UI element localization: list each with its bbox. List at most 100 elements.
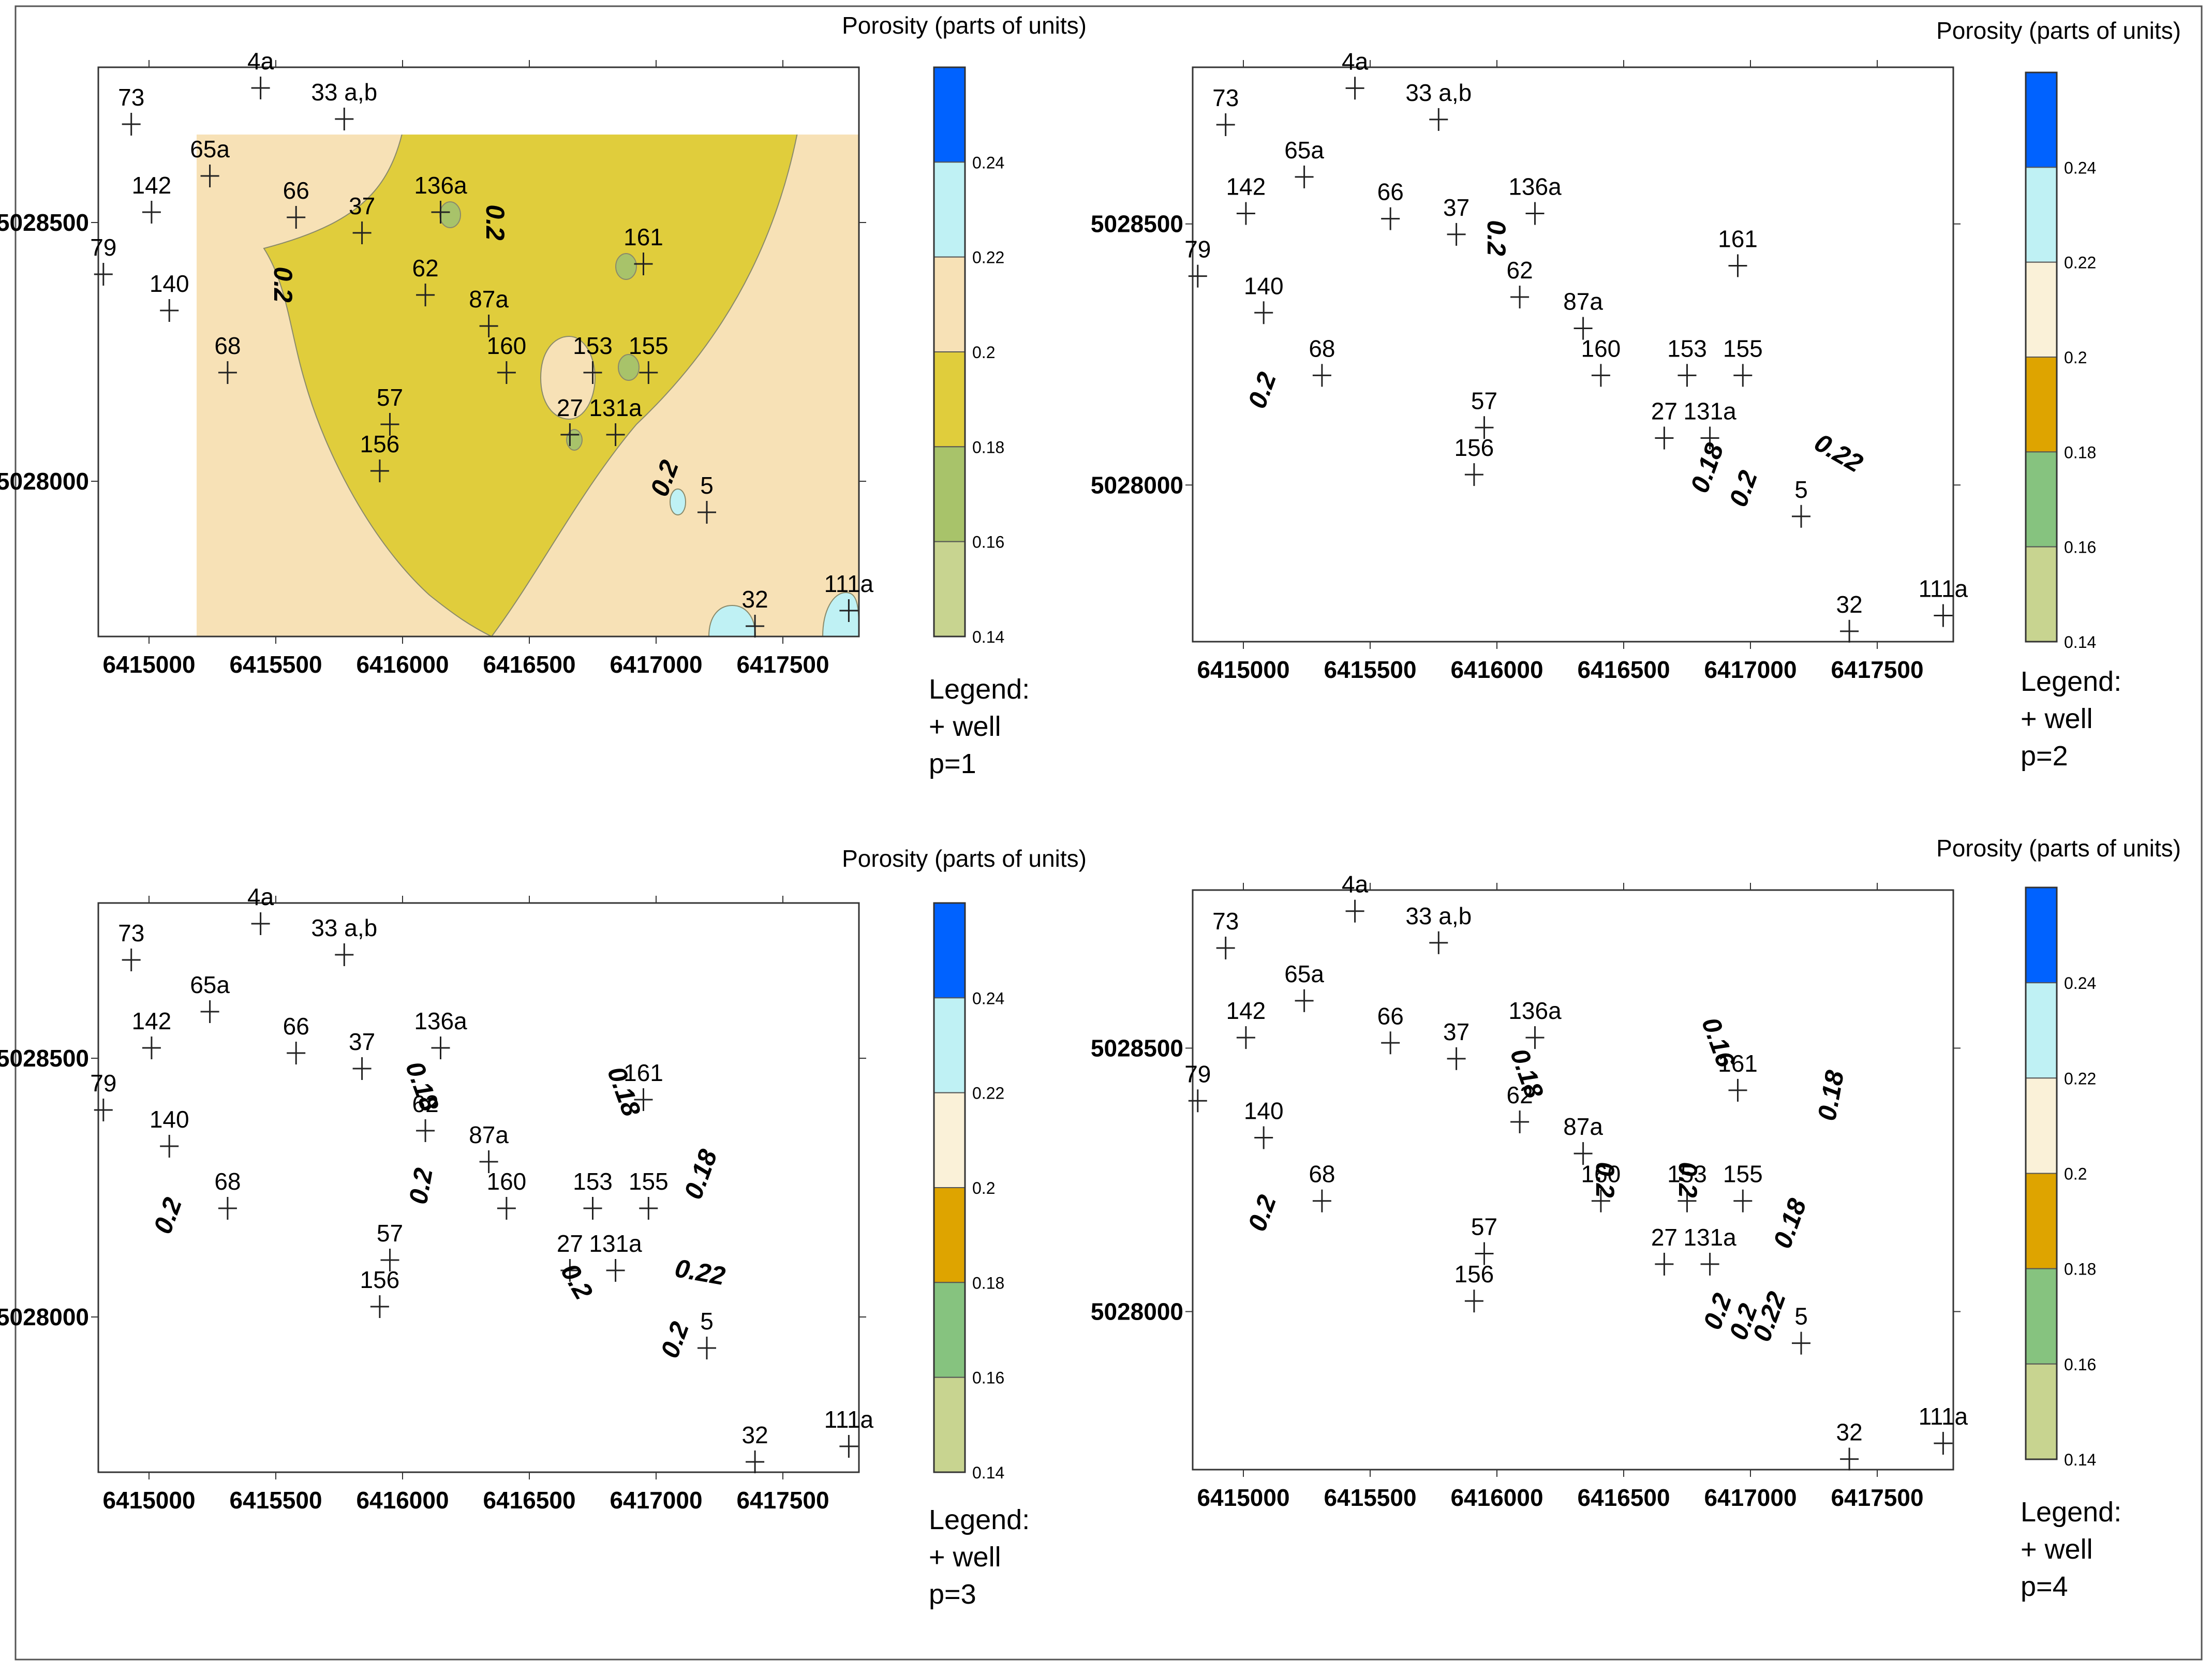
well-marker: 68 bbox=[214, 1168, 241, 1220]
well-marker: 33 a,b bbox=[311, 79, 377, 130]
well-marker: 161 bbox=[623, 224, 663, 275]
well-label: 73 bbox=[118, 920, 144, 946]
well-label: 33 a,b bbox=[1405, 79, 1472, 106]
well-marker: 79 bbox=[90, 1070, 116, 1121]
well-label: 68 bbox=[1309, 1161, 1335, 1188]
well-label: 87a bbox=[469, 286, 509, 313]
well-label: 155 bbox=[1723, 335, 1763, 362]
colorbar-frame bbox=[2025, 71, 2058, 643]
well-label: 87a bbox=[1563, 1113, 1603, 1140]
well-marker: 62 bbox=[412, 1090, 439, 1142]
colorbar-tick-label: 0.14 bbox=[972, 628, 1004, 646]
y-tick-label: 5028500 bbox=[0, 209, 89, 236]
well-marker: 73 bbox=[1212, 84, 1239, 136]
well-label: 142 bbox=[132, 172, 172, 199]
well-marker: 4a bbox=[1342, 48, 1369, 100]
well-label: 32 bbox=[742, 586, 768, 613]
contour-value-label: 0.2 bbox=[269, 267, 298, 303]
panel-p-label: p=1 bbox=[929, 748, 976, 779]
well-marker: 66 bbox=[283, 177, 309, 229]
colorbar-swatch bbox=[933, 902, 966, 999]
colorbar-tick-label: 0.16 bbox=[2064, 1355, 2096, 1374]
y-tick-label: 5028000 bbox=[0, 1304, 89, 1330]
porosity-colorbar: Porosity (parts of units) 0.24 0.22 0.2 0.18… bbox=[842, 12, 1087, 646]
well-label: 4a bbox=[247, 48, 274, 75]
well-marker: 136a bbox=[414, 172, 467, 224]
contour-value-label: 0.2 bbox=[404, 1166, 438, 1206]
well-marker: 131a bbox=[1683, 1224, 1736, 1276]
colorbar-title: Porosity (parts of units) bbox=[842, 845, 1087, 872]
colorbar-frame bbox=[2025, 886, 2058, 1460]
x-tick-label: 6416000 bbox=[356, 1487, 449, 1514]
well-marker: 5 bbox=[1792, 476, 1810, 528]
well-marker: 32 bbox=[742, 586, 768, 638]
well-label: 140 bbox=[1244, 272, 1284, 299]
well-label: 111a bbox=[824, 1406, 874, 1433]
well-label: 32 bbox=[1836, 1419, 1863, 1446]
well-marker: 136a bbox=[414, 1008, 467, 1059]
well-label: 79 bbox=[1184, 1060, 1211, 1087]
colorbar-title: Porosity (parts of units) bbox=[1936, 835, 2181, 862]
legend-well-entry: + well bbox=[2021, 1534, 2093, 1565]
colorbar-frame bbox=[933, 66, 966, 638]
colorbar-tick-label: 0.14 bbox=[2064, 633, 2096, 652]
well-marker: 111a bbox=[824, 1406, 874, 1458]
well-marker: 142 bbox=[132, 172, 172, 224]
well-marker: 62 bbox=[1507, 257, 1533, 308]
well-marker: 37 bbox=[349, 1028, 375, 1080]
well-label: 27 bbox=[557, 394, 583, 421]
colorbar-swatch bbox=[2025, 1173, 2057, 1269]
legend-well-entry: + well bbox=[2021, 703, 2093, 734]
well-label: 79 bbox=[90, 1070, 116, 1097]
well-label: 4a bbox=[247, 883, 274, 910]
well-label: 62 bbox=[1507, 1082, 1533, 1108]
well-label: 161 bbox=[1718, 1050, 1758, 1077]
well-label: 57 bbox=[377, 384, 403, 411]
porosity-colorbar: Porosity (parts of units) 0.24 0.22 0.2 0.18… bbox=[842, 845, 1087, 1482]
well-marker: 111a bbox=[824, 570, 874, 622]
well-label: 68 bbox=[214, 332, 241, 359]
well-marker: 136a bbox=[1508, 997, 1562, 1049]
well-marker: 155 bbox=[1723, 335, 1763, 387]
colorbar-swatch bbox=[2025, 546, 2057, 642]
colorbar-swatch bbox=[2025, 357, 2057, 453]
map-frame bbox=[1192, 66, 1954, 643]
well-marker: 155 bbox=[629, 1168, 669, 1220]
colorbar-tick-label: 0.22 bbox=[2064, 254, 2096, 272]
well-label: 79 bbox=[1184, 236, 1211, 263]
well-marker: 161 bbox=[1718, 1050, 1758, 1102]
well-label: 140 bbox=[1244, 1098, 1284, 1124]
colorbar-tick-label: 0.14 bbox=[972, 1463, 1004, 1482]
well-marker: 66 bbox=[283, 1013, 309, 1064]
well-marker: 142 bbox=[1226, 173, 1266, 225]
well-label: 73 bbox=[1212, 908, 1239, 935]
porosity-class-region bbox=[540, 335, 596, 420]
well-marker: 140 bbox=[150, 1106, 189, 1158]
well-marker: 79 bbox=[90, 234, 116, 286]
well-marker: 87a bbox=[469, 1121, 509, 1173]
well-marker: 65a bbox=[1284, 137, 1324, 188]
well-label: 62 bbox=[412, 1090, 439, 1117]
well-marker: 32 bbox=[742, 1422, 768, 1473]
well-label: 65a bbox=[190, 971, 230, 998]
well-marker: 65a bbox=[190, 971, 230, 1023]
y-tick-label: 5028500 bbox=[1091, 1034, 1183, 1061]
colorbar-swatch bbox=[933, 997, 966, 1093]
well-label: 156 bbox=[1454, 1261, 1494, 1287]
well-marker: 66 bbox=[1377, 1002, 1404, 1055]
well-label: 62 bbox=[412, 255, 439, 282]
well-label: 153 bbox=[573, 332, 613, 359]
porosity-class-region bbox=[615, 253, 637, 280]
map-frame bbox=[97, 902, 860, 1473]
well-label: 161 bbox=[623, 224, 663, 250]
well-marker: 156 bbox=[1454, 434, 1494, 486]
well-marker: 62 bbox=[1507, 1082, 1533, 1133]
well-marker: 4a bbox=[247, 883, 274, 935]
well-marker: 142 bbox=[1226, 997, 1266, 1049]
well-label: 131a bbox=[1683, 1224, 1736, 1251]
y-tick-label: 5028500 bbox=[1091, 211, 1183, 238]
x-tick-label: 6416000 bbox=[1450, 656, 1543, 683]
x-tick-label: 6415500 bbox=[1324, 656, 1416, 683]
well-label: 156 bbox=[1454, 434, 1494, 461]
colorbar-tick-label: 0.14 bbox=[2064, 1450, 2096, 1469]
